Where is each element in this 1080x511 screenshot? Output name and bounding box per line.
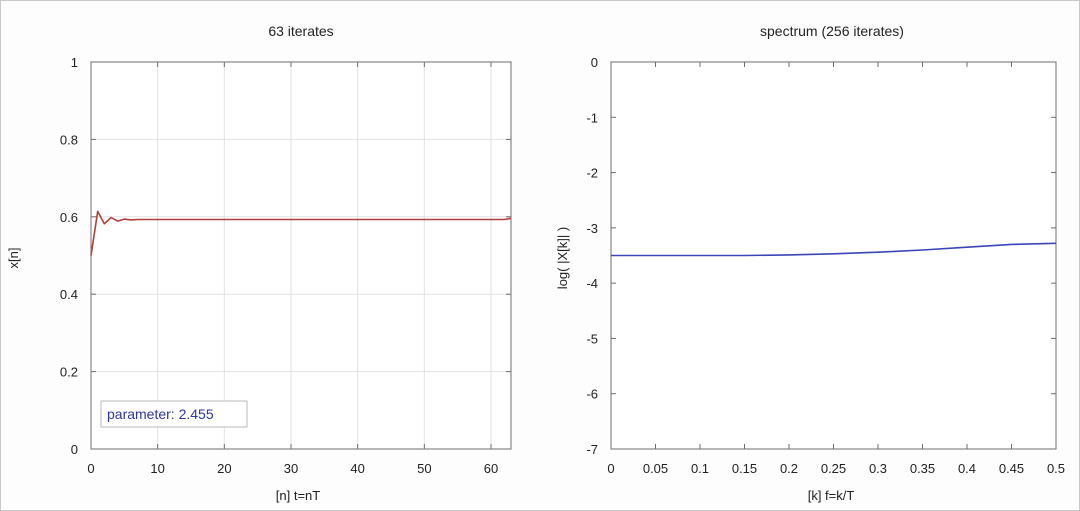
right-y-tick-labels: -7 -6 -5 -4 -3 -2 -1 0: [586, 55, 598, 457]
y-tick-label: -6: [586, 387, 598, 402]
x-tick-label: 0.45: [999, 461, 1024, 476]
x-tick-label: 0.05: [643, 461, 668, 476]
y-tick-label: 1: [71, 55, 78, 70]
series-line: [611, 242, 1057, 257]
x-tick-label: 60: [484, 461, 498, 476]
y-tick-label: -2: [586, 166, 598, 181]
left-tick-marks: [90, 61, 511, 450]
y-tick-label: -5: [586, 331, 598, 346]
left-series-group: [90, 210, 512, 256]
y-tick-label: -4: [586, 276, 598, 291]
y-tick-label: 0: [591, 55, 598, 70]
y-tick-label: -3: [586, 221, 598, 236]
left-y-axis-label: x[n]: [6, 248, 21, 269]
right-x-axis-label: [k] f=k/T: [808, 488, 855, 503]
x-tick-label: 40: [350, 461, 364, 476]
left-x-tick-labels: 0 10 20 30 40 50 60: [87, 461, 498, 476]
left-plot: 0 10 20 30 40 50 60 0 0.2 0.4 0.6 0.8 1 63 iterates…: [6, 23, 512, 503]
x-tick-label: 0.3: [869, 461, 887, 476]
y-tick-label: 0.8: [60, 132, 78, 147]
left-chart-title: 63 iterates: [268, 23, 333, 39]
x-tick-label: 10: [150, 461, 164, 476]
x-tick-label: 0.1: [691, 461, 709, 476]
right-plot: 0 0.05 0.1 0.15 0.2 0.25 0.3 0.35 0.4 0.45 0.5 -7-…: [555, 23, 1065, 503]
parameter-annotation: parameter: 2.455: [107, 406, 214, 422]
y-tick-label: 0: [71, 442, 78, 457]
y-tick-label: -7: [586, 442, 598, 457]
right-chart-title: spectrum (256 iterates): [760, 23, 904, 39]
y-tick-label: 0.2: [60, 365, 78, 380]
right-x-tick-labels: 0 0.05 0.1 0.15 0.2 0.25 0.3 0.35 0.4 0.45 0.5: [607, 461, 1065, 476]
series-line: [90, 210, 512, 256]
right-series-group: [611, 242, 1057, 257]
left-plot-area: [90, 61, 512, 450]
x-tick-label: 0.4: [958, 461, 976, 476]
x-tick-label: 50: [417, 461, 431, 476]
right-tick-marks: [610, 61, 1057, 450]
left-gridlines: [91, 62, 511, 449]
x-tick-label: 0: [87, 461, 94, 476]
x-tick-label: 0.15: [732, 461, 757, 476]
x-tick-label: 30: [284, 461, 298, 476]
y-tick-label: 0.4: [60, 287, 78, 302]
x-tick-label: 0.25: [821, 461, 846, 476]
y-tick-label: 0.6: [60, 210, 78, 225]
x-tick-label: 20: [217, 461, 231, 476]
x-tick-label: 0: [607, 461, 614, 476]
right-y-axis-label: log( |X[k]| ): [555, 227, 570, 289]
x-tick-label: 0.35: [910, 461, 935, 476]
x-tick-label: 0.5: [1047, 461, 1065, 476]
left-y-tick-labels: 0 0.2 0.4 0.6 0.8 1: [60, 55, 78, 457]
left-x-axis-label: [n] t=nT: [276, 488, 320, 503]
y-tick-label: -1: [586, 110, 598, 125]
legend-box: [100, 400, 248, 428]
x-tick-label: 0.2: [780, 461, 798, 476]
